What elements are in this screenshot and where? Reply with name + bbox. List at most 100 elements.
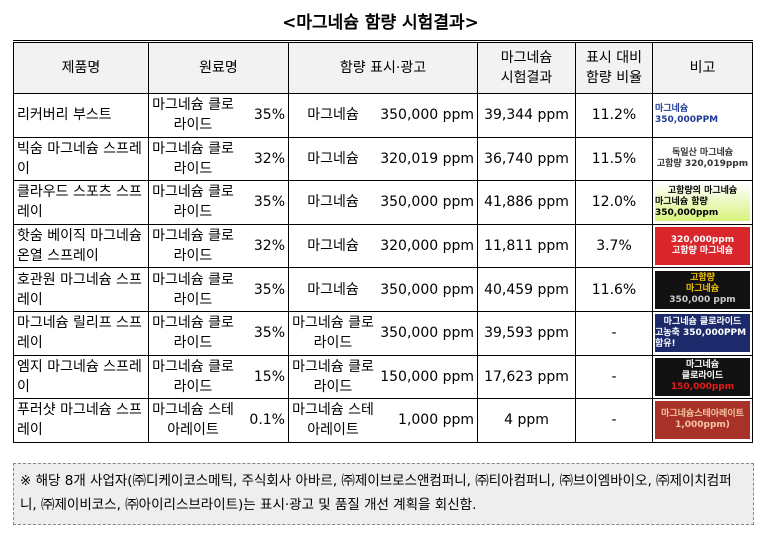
ingredient-wrap: 마그네슘 스테아레이트 0.1% xyxy=(152,400,285,440)
product-cell: 핫숨 베이직 마그네슘 온열 스프레이 xyxy=(13,223,149,269)
note-text: 150,000ppm xyxy=(670,382,735,393)
header-cell: 원료명 xyxy=(148,40,289,94)
note-image: 마그네슘 클로라이드 150,000ppm xyxy=(655,357,750,396)
note-text: 마그네슘 함량 350,000ppm xyxy=(655,196,719,218)
test-result-cell: 39,593 ppm xyxy=(477,310,576,356)
note-cell: 마그네슘 350,000PPM xyxy=(652,93,753,138)
claim-ingredient: 마그네슘 xyxy=(307,281,359,298)
header-cell: 표시 대비 함량 비율 xyxy=(575,40,653,94)
claim-ingredient: 마그네슘 xyxy=(307,107,359,124)
ingredient-cell: 마그네슘 클로라이드 32% xyxy=(148,136,289,182)
ingredient-pct: 15% xyxy=(253,368,285,385)
note-image: 고함량의 마그네슘 마그네슘 함량 350,000ppm xyxy=(655,183,750,222)
header-cell: 마그네슘 시험결과 xyxy=(477,40,576,94)
note-text: 마그네슘 클로라이드 xyxy=(663,316,742,327)
table-body: 리커버리 부스트 마그네슘 클로라이드 35% 마그네슘 350,000 ppm 39,3… xyxy=(13,93,753,443)
table-row: 엠지 마그네슘 스프레이 마그네슘 클로라이드 15% 마그네슘 클로라이드 150,0… xyxy=(13,354,753,400)
ingredient-name: 마그네슘 클로라이드 xyxy=(152,184,234,221)
claim-wrap: 마그네슘 350,000 ppm xyxy=(292,192,474,212)
note-image: 마그네슘 350,000PPM xyxy=(655,96,750,135)
note-text: 마그네슘 xyxy=(685,360,720,371)
claim-amount: 350,000 ppm xyxy=(380,281,474,298)
note-text: 고함량 마그네슘 xyxy=(671,246,734,257)
note-text: 320,000ppm xyxy=(670,235,735,246)
claim-cell: 마그네슘 320,000 ppm xyxy=(288,223,478,269)
ingredient-pct: 32% xyxy=(253,238,285,255)
claim-ingredient: 마그네슘 클로라이드 xyxy=(292,358,374,395)
claim-ingredient: 마그네슘 xyxy=(307,238,359,255)
test-result-cell: 4 ppm xyxy=(477,398,576,443)
claim-cell: 마그네슘 클로라이드 150,000 ppm xyxy=(288,354,478,400)
claim-amount: 320,019 ppm xyxy=(380,150,474,167)
ingredient-wrap: 마그네슘 클로라이드 32% xyxy=(152,139,285,179)
product-cell: 호관원 마그네슘 스프레이 xyxy=(13,267,149,312)
claim-wrap: 마그네슘 클로라이드 350,000 ppm xyxy=(292,313,474,353)
claim-wrap: 마그네슘 클로라이드 150,000 ppm xyxy=(292,357,474,397)
table-row: 클라우드 스포츠 스프레이 마그네슘 클로라이드 35% 마그네슘 350,000 pp… xyxy=(13,180,753,225)
table-row: 호관원 마그네슘 스프레이 마그네슘 클로라이드 35% 마그네슘 350,000 pp… xyxy=(13,267,753,312)
note-cell: 독일산 마그네슘 고함량 320,019ppm xyxy=(652,136,753,182)
note-text: 1,000ppm) xyxy=(675,420,730,431)
note-cell: 고함량 마그네슘 350,000 ppm xyxy=(652,267,753,312)
product-cell: 푸러샷 마그네슘 스프레이 xyxy=(13,398,149,443)
claim-cell: 마그네슘 320,019 ppm xyxy=(288,136,478,182)
note-cell: 마그네슘스테아레이트 1,000ppm) xyxy=(652,398,753,443)
ingredient-pct: 35% xyxy=(253,325,285,342)
ingredient-name: 마그네슘 클로라이드 xyxy=(152,271,234,308)
ingredient-name: 마그네슘 클로라이드 xyxy=(152,97,234,134)
claim-cell: 마그네슘 350,000 ppm xyxy=(288,267,478,312)
product-cell: 클라우드 스포츠 스프레이 xyxy=(13,180,149,225)
table-row: 마그네슘 릴리프 스프레이 마그네슘 클로라이드 35% 마그네슘 클로라이드 350,… xyxy=(13,310,753,356)
ingredient-wrap: 마그네슘 클로라이드 32% xyxy=(152,226,285,266)
ratio-cell: - xyxy=(575,310,653,356)
table-row: 푸러샷 마그네슘 스프레이 마그네슘 스테아레이트 0.1% 마그네슘 스테아레이트 1… xyxy=(13,398,753,443)
claim-wrap: 마그네슘 350,000 ppm xyxy=(292,105,474,125)
ingredient-cell: 마그네슘 클로라이드 32% xyxy=(148,223,289,269)
test-result-cell: 36,740 ppm xyxy=(477,136,576,182)
ingredient-wrap: 마그네슘 클로라이드 35% xyxy=(152,182,285,222)
table-row: 리커버리 부스트 마그네슘 클로라이드 35% 마그네슘 350,000 ppm 39,3… xyxy=(13,93,753,138)
product-cell: 리커버리 부스트 xyxy=(13,93,149,138)
ingredient-wrap: 마그네슘 클로라이드 35% xyxy=(152,313,285,353)
ingredient-name: 마그네슘 클로라이드 xyxy=(152,228,234,265)
header-cell: 함량 표시·광고 xyxy=(288,40,478,94)
note-text: 고함량 xyxy=(690,273,715,284)
ingredient-cell: 마그네슘 클로라이드 35% xyxy=(148,180,289,225)
note-text: 고함량의 마그네슘 xyxy=(667,185,738,196)
ingredient-cell: 마그네슘 클로라이드 35% xyxy=(148,310,289,356)
note-image: 320,000ppm 고함량 마그네슘 xyxy=(655,227,750,266)
ingredient-pct: 35% xyxy=(253,281,285,298)
claim-amount: 350,000 ppm xyxy=(380,107,474,124)
ingredient-wrap: 마그네슘 클로라이드 15% xyxy=(152,357,285,397)
result-table: 제품명 원료명 함량 표시·광고 마그네슘 시험결과 표시 대비 함량 비율 비고 리커버… xyxy=(13,40,753,443)
ratio-cell: 11.5% xyxy=(575,136,653,182)
product-cell: 마그네슘 릴리프 스프레이 xyxy=(13,310,149,356)
ingredient-wrap: 마그네슘 클로라이드 35% xyxy=(152,95,285,135)
claim-cell: 마그네슘 스테아레이트 1,000 ppm xyxy=(288,398,478,443)
product-cell: 엠지 마그네슘 스프레이 xyxy=(13,354,149,400)
note-image: 고함량 마그네슘 350,000 ppm xyxy=(655,270,750,309)
ingredient-cell: 마그네슘 클로라이드 35% xyxy=(148,93,289,138)
note-image: 마그네슘 클로라이드 고농축 350,000PPM 함유! xyxy=(655,314,750,353)
test-result-cell: 17,623 ppm xyxy=(477,354,576,400)
note-text: 클로라이드 xyxy=(681,371,724,382)
note-text: 마그네슘 xyxy=(685,284,720,295)
ingredient-name: 마그네슘 클로라이드 xyxy=(152,140,234,177)
header-cell: 비고 xyxy=(652,40,753,94)
claim-wrap: 마그네슘 350,000 ppm xyxy=(292,280,474,300)
ingredient-pct: 35% xyxy=(253,107,285,124)
footnote: ※ 해당 8개 사업자(㈜디케이코스메틱, 주식회사 아바르, ㈜제이브로스앤컴… xyxy=(13,463,754,525)
ingredient-name: 마그네슘 클로라이드 xyxy=(152,358,234,395)
claim-wrap: 마그네슘 320,000 ppm xyxy=(292,236,474,256)
ingredient-cell: 마그네슘 클로라이드 15% xyxy=(148,354,289,400)
note-image: 마그네슘스테아레이트 1,000ppm) xyxy=(655,401,750,440)
ingredient-name: 마그네슘 클로라이드 xyxy=(152,315,234,352)
header-row: 제품명 원료명 함량 표시·광고 마그네슘 시험결과 표시 대비 함량 비율 비고 xyxy=(13,40,753,94)
claim-ingredient: 마그네슘 클로라이드 xyxy=(292,315,374,352)
ratio-cell: 12.0% xyxy=(575,180,653,225)
claim-wrap: 마그네슘 320,019 ppm xyxy=(292,149,474,169)
claim-wrap: 마그네슘 스테아레이트 1,000 ppm xyxy=(292,400,474,440)
note-text: 독일산 마그네슘 xyxy=(671,147,734,158)
note-text: 고함량 320,019ppm xyxy=(656,158,749,169)
